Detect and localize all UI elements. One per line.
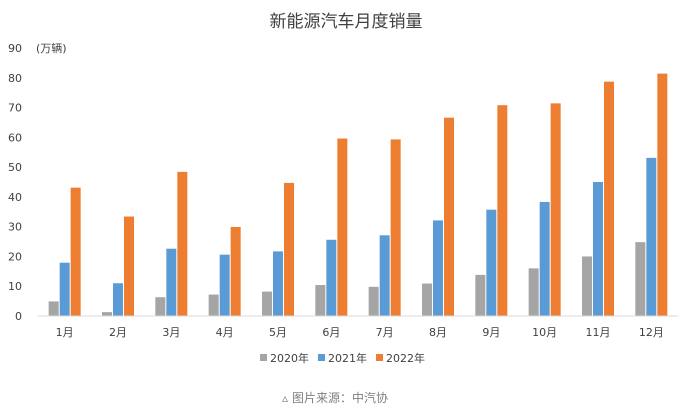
bar — [273, 251, 283, 316]
x-tick-label: 8月 — [429, 326, 447, 339]
y-axis: 0 10 20 30 40 50 60 70 80 90 — [8, 42, 22, 323]
bar — [166, 248, 177, 316]
bar — [635, 242, 646, 316]
triangle-icon: ▵ — [282, 391, 288, 405]
y-tick-label: 40 — [8, 191, 22, 204]
x-axis: 1月 2月 3月 4月 5月 6月 7月 8月 9月 10月 11月 12月 — [56, 326, 664, 339]
bar — [262, 291, 272, 316]
bar — [230, 226, 241, 316]
bar — [70, 187, 81, 316]
x-tick-label: 9月 — [482, 326, 500, 339]
y-tick-label: 0 — [15, 310, 22, 323]
y-tick-label: 60 — [8, 131, 22, 144]
y-axis-unit-label: (万辆) — [36, 41, 67, 55]
x-tick-label: 12月 — [639, 326, 664, 339]
x-tick-label: 3月 — [162, 326, 180, 339]
bar — [390, 139, 401, 316]
bar-group — [102, 216, 134, 316]
bar — [539, 201, 550, 316]
y-tick-label: 70 — [8, 102, 22, 115]
bar-group — [528, 103, 561, 317]
bar — [528, 268, 539, 316]
legend: 2020年 2021年 2022年 — [260, 351, 425, 365]
bar — [444, 117, 454, 317]
bar — [155, 297, 166, 316]
bar — [475, 274, 486, 316]
bar — [657, 73, 668, 316]
bar — [582, 256, 592, 316]
bar — [315, 285, 326, 316]
bar — [646, 157, 657, 316]
bar — [113, 283, 123, 316]
source-caption-text: 图片来源：中汽协 — [292, 390, 388, 405]
bar — [59, 262, 70, 316]
bar-group — [262, 182, 294, 316]
legend-item: 2020年 — [260, 351, 309, 365]
legend-swatch — [376, 354, 383, 361]
x-tick-label: 6月 — [322, 326, 340, 339]
bar — [368, 286, 379, 316]
x-tick-label: 7月 — [376, 326, 394, 339]
bar — [486, 209, 497, 316]
y-tick-label: 80 — [8, 72, 22, 85]
bar — [102, 312, 112, 316]
bar — [219, 254, 230, 316]
legend-item: 2021年 — [318, 351, 367, 365]
y-tick-label: 90 — [8, 42, 22, 55]
bar — [422, 283, 432, 316]
legend-swatch — [260, 354, 267, 361]
bar-group — [155, 171, 188, 316]
x-tick-label: 2月 — [109, 326, 127, 339]
bar-groups — [48, 73, 668, 317]
bar — [593, 182, 603, 316]
bar-group — [475, 105, 508, 316]
y-tick-label: 50 — [8, 161, 22, 174]
bar-group — [582, 81, 614, 316]
chart-title: 新能源汽车月度销量 — [270, 12, 423, 32]
bar-group — [315, 138, 348, 316]
bar — [604, 81, 614, 316]
bar — [326, 239, 337, 316]
bar — [177, 171, 188, 316]
bar — [208, 294, 219, 316]
legend-label: 2020年 — [270, 351, 309, 365]
bar-group — [368, 139, 401, 316]
legend-swatch — [318, 354, 325, 361]
bar — [433, 220, 443, 316]
y-tick-label: 10 — [8, 280, 22, 293]
bar — [284, 182, 294, 316]
source-caption: ▵ 图片来源：中汽协 — [282, 390, 388, 405]
bar — [337, 138, 348, 316]
bar-group — [422, 117, 454, 317]
x-tick-label: 4月 — [216, 326, 234, 339]
x-tick-label: 10月 — [532, 326, 557, 339]
bar — [48, 301, 59, 316]
y-tick-label: 30 — [8, 221, 22, 234]
bar — [379, 235, 390, 316]
legend-label: 2021年 — [328, 351, 367, 365]
bar-group — [635, 73, 668, 316]
x-tick-label: 5月 — [269, 326, 287, 339]
legend-label: 2022年 — [386, 351, 425, 365]
x-tick-label: 11月 — [586, 326, 611, 339]
bar-group — [48, 187, 81, 316]
y-tick-label: 20 — [8, 250, 22, 263]
x-tick-label: 1月 — [56, 326, 74, 339]
bar — [124, 216, 134, 316]
legend-item: 2022年 — [376, 351, 425, 365]
bar — [550, 103, 561, 317]
bar-group — [208, 226, 241, 316]
bar — [497, 105, 508, 316]
